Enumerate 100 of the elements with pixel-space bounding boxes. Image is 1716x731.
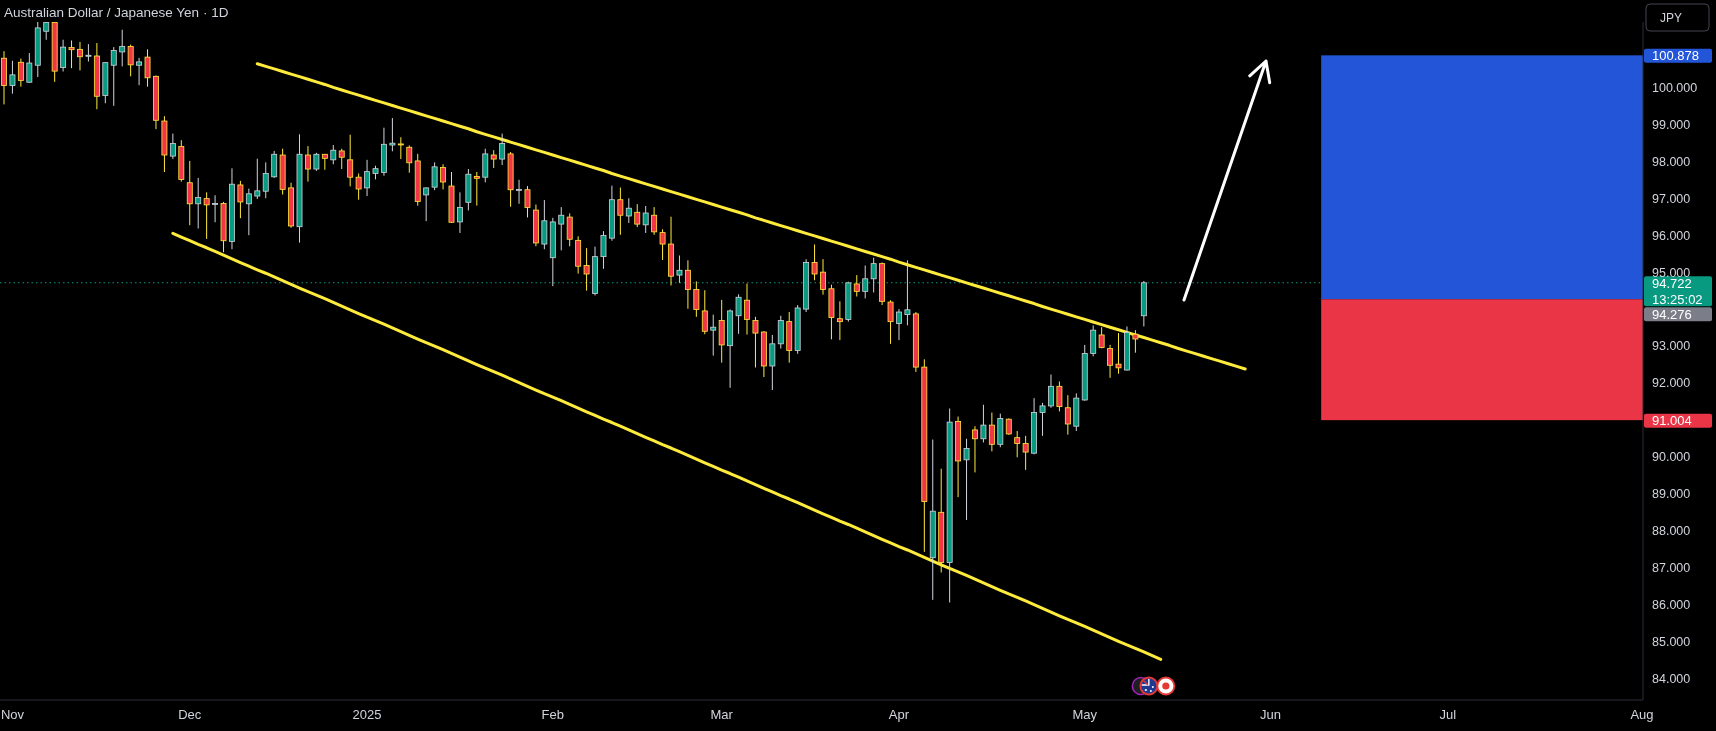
candlestick bbox=[136, 57, 143, 86]
candlestick bbox=[988, 412, 995, 452]
x-tick-label: Aug bbox=[1630, 706, 1654, 722]
candlestick bbox=[110, 46, 117, 107]
line-series bbox=[255, 62, 1247, 371]
candlestick bbox=[963, 438, 970, 521]
candlestick bbox=[1039, 402, 1046, 437]
candlestick bbox=[684, 259, 691, 310]
text: 13:25:02 bbox=[1652, 291, 1703, 307]
x-tick-label: Apr bbox=[888, 706, 910, 722]
candlestick bbox=[457, 191, 463, 234]
candlestick bbox=[26, 52, 33, 84]
candlestick bbox=[811, 243, 818, 281]
candlestick bbox=[271, 150, 278, 179]
candlestick bbox=[355, 172, 362, 201]
candlestick bbox=[1022, 435, 1029, 471]
candlestick bbox=[516, 179, 522, 205]
x-tick-label: Jun bbox=[1260, 706, 1281, 722]
candlestick bbox=[659, 228, 666, 261]
candlestick bbox=[499, 133, 506, 166]
y-axis-title: JPY bbox=[1660, 10, 1683, 25]
candlestick bbox=[254, 158, 261, 200]
candlestick bbox=[642, 205, 649, 234]
candlestick bbox=[262, 161, 269, 199]
candlestick bbox=[1064, 394, 1071, 436]
candlestick bbox=[617, 187, 624, 236]
candlestick bbox=[237, 180, 244, 219]
candlestick bbox=[1090, 324, 1097, 357]
candlestick bbox=[634, 203, 641, 228]
candlestick bbox=[735, 293, 742, 335]
candlestick bbox=[127, 44, 134, 77]
candlestick bbox=[60, 39, 67, 73]
candlestick bbox=[186, 160, 193, 226]
y-tick-label: 87.000 bbox=[1652, 561, 1691, 576]
candlestick bbox=[541, 199, 548, 250]
candlestick bbox=[119, 29, 126, 67]
y-tick-label: 90.000 bbox=[1652, 450, 1691, 465]
candlestick bbox=[972, 425, 978, 473]
candlestick bbox=[693, 280, 700, 318]
candlestick bbox=[744, 283, 750, 336]
candlestick bbox=[338, 148, 345, 170]
text: 94.276 bbox=[1652, 306, 1692, 322]
candlestick bbox=[482, 148, 489, 183]
y-tick-label: 96.000 bbox=[1652, 228, 1691, 243]
candlestick bbox=[85, 43, 92, 63]
candlestick bbox=[313, 152, 320, 172]
x-tick-label: Dec bbox=[178, 706, 202, 722]
y-tick-label: 92.000 bbox=[1652, 376, 1691, 391]
candlestick bbox=[203, 191, 210, 240]
candlestick bbox=[1132, 329, 1139, 354]
y-tick-label: 93.000 bbox=[1652, 339, 1691, 354]
candlestick bbox=[347, 134, 354, 187]
candlestick bbox=[1014, 430, 1021, 458]
candlestick bbox=[524, 185, 531, 218]
y-tick-label: 100.000 bbox=[1652, 80, 1698, 95]
candlestick bbox=[600, 230, 607, 270]
candlestick bbox=[431, 161, 438, 191]
x-tick-label: Jul bbox=[1439, 706, 1457, 722]
candlestick bbox=[364, 159, 370, 197]
candlestick bbox=[836, 300, 843, 341]
y-tick-label: 99.000 bbox=[1652, 117, 1691, 132]
candlestick bbox=[777, 315, 784, 350]
candlestick bbox=[77, 41, 83, 71]
candlestick bbox=[651, 206, 658, 236]
candlestick bbox=[853, 274, 860, 298]
candlestick bbox=[820, 258, 826, 296]
y-tick-label: 88.000 bbox=[1652, 524, 1691, 539]
candlestick bbox=[1056, 381, 1063, 412]
candlestick bbox=[566, 212, 573, 247]
candlestick bbox=[397, 136, 404, 160]
candlestick bbox=[330, 144, 337, 165]
y-tick-label: 84.000 bbox=[1652, 671, 1691, 686]
candlestick bbox=[583, 247, 590, 292]
candlestick bbox=[440, 163, 446, 190]
candlestick bbox=[710, 314, 717, 357]
candlestick bbox=[752, 316, 759, 368]
band-label: 100.878 bbox=[1652, 48, 1699, 64]
candlestick bbox=[887, 299, 894, 345]
candlestick bbox=[9, 60, 16, 95]
x-tick-label: Mar bbox=[710, 706, 734, 722]
candlestick bbox=[769, 334, 776, 391]
candlestick bbox=[406, 144, 413, 174]
y-tick-label: 97.000 bbox=[1652, 191, 1691, 206]
x-tick-label: 2025 bbox=[352, 706, 382, 722]
x-tick-label: Feb bbox=[541, 706, 565, 722]
candlestick bbox=[169, 133, 176, 160]
y-tick-label: 89.000 bbox=[1652, 487, 1691, 502]
candlestick bbox=[1115, 332, 1122, 375]
candlestick bbox=[17, 58, 24, 88]
candlestick bbox=[195, 177, 202, 230]
candlestick bbox=[1107, 344, 1114, 379]
candlestick bbox=[144, 48, 151, 88]
candlestick bbox=[473, 171, 480, 207]
x-tick-label: Nov bbox=[0, 706, 25, 722]
candlestick bbox=[1048, 373, 1054, 409]
candlestick bbox=[980, 404, 987, 443]
candlestick bbox=[212, 194, 219, 223]
candlestick bbox=[68, 39, 75, 69]
y-tick-label: 86.000 bbox=[1652, 598, 1691, 613]
candlestick bbox=[305, 145, 311, 183]
